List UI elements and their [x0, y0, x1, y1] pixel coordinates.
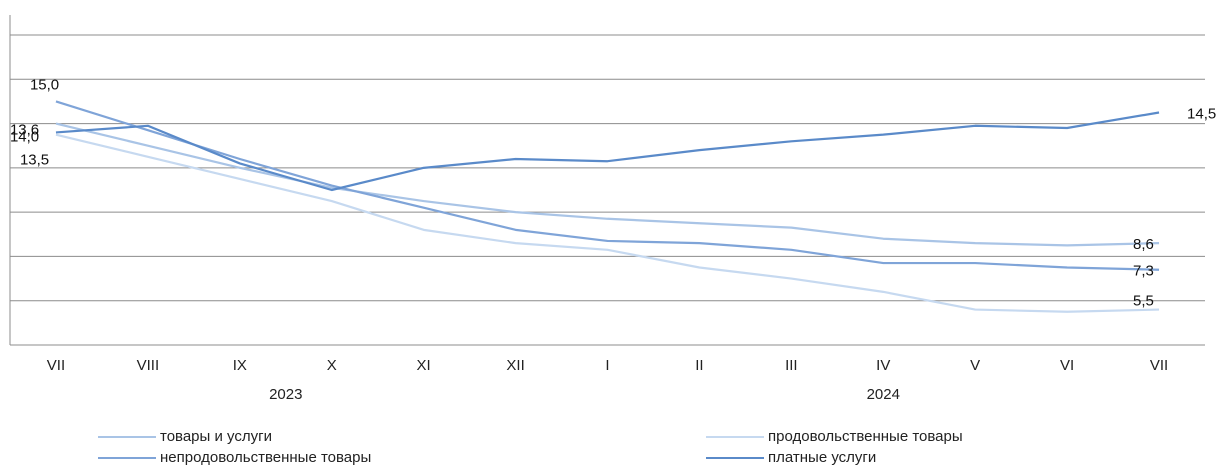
- line-chart: 14,08,613,55,515,07,313,614,5 VII VIII IX X…: [9, 15, 1216, 403]
- x-tick-label: IX: [233, 357, 247, 374]
- axes: [9, 15, 1205, 346]
- x-tick-label: XI: [417, 357, 431, 374]
- x-tick-label: II: [695, 357, 703, 374]
- data-label: 15,0: [30, 76, 59, 93]
- legend-label-0: товары и услуги: [160, 428, 272, 445]
- x-tick-label: VII: [47, 357, 65, 374]
- x-tick-labels: VII VIII IX X XI XII I II III IV V VI VII: [47, 357, 1168, 374]
- legend-label-3: платные услуги: [768, 449, 877, 466]
- legend-item-2: непродовольственные товары: [98, 449, 371, 466]
- series-line-2: [55, 100, 1160, 271]
- data-label: 8,6: [1133, 236, 1154, 253]
- legend-label-2: непродовольственные товары: [160, 449, 372, 466]
- legend-swatch-0: [98, 435, 156, 438]
- legend-label-1: продовольственные товары: [768, 428, 963, 445]
- x-tick-label: III: [785, 357, 798, 374]
- year-label: 2024: [867, 386, 900, 403]
- grid-lines: [10, 34, 1205, 302]
- data-label: 5,5: [1133, 293, 1154, 310]
- series-lines: [55, 100, 1160, 313]
- x-tick-label: X: [327, 357, 337, 374]
- year-labels: 2023 2024: [269, 386, 900, 403]
- legend-swatch-2: [98, 456, 156, 459]
- data-label: 14,0: [10, 129, 39, 146]
- data-label: 13,5: [20, 152, 49, 169]
- series-line-0: [55, 122, 1160, 247]
- legend-swatch-3: [706, 456, 764, 459]
- legend-item-0: товары и услуги: [98, 428, 272, 445]
- legend-item-3: платные услуги: [706, 449, 876, 466]
- series-line-3: [55, 111, 1160, 192]
- x-tick-label: VI: [1060, 357, 1074, 374]
- x-tick-label: V: [970, 357, 980, 374]
- x-tick-label: VII: [1150, 357, 1168, 374]
- data-label: 13,6: [10, 121, 39, 138]
- x-tick-label: XII: [506, 357, 524, 374]
- x-tick-label: I: [605, 357, 609, 374]
- data-labels: 14,0 8,6 13,5 5,5 15,0 7,3 13,6 14,5: [10, 76, 1216, 309]
- x-tick-label: IV: [876, 357, 890, 374]
- legend-item-1: продовольственные товары: [706, 428, 963, 445]
- data-label: 14,5: [1187, 106, 1216, 123]
- year-label: 2023: [269, 386, 302, 403]
- series-line-1: [55, 133, 1160, 313]
- x-tick-label: VIII: [137, 357, 160, 374]
- legend-swatch-1: [706, 435, 764, 438]
- data-label: 7,3: [1133, 263, 1154, 280]
